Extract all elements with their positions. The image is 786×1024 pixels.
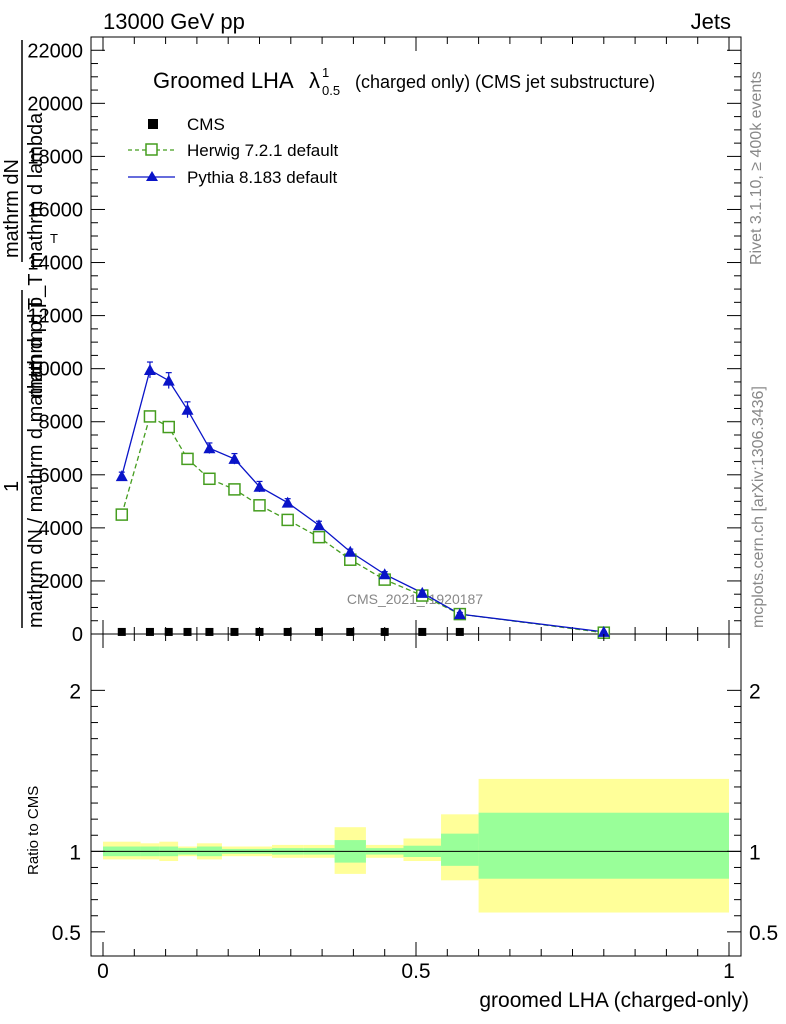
ylabel-subscript: T [50, 231, 58, 246]
energy-label: 13000 GeV pp [103, 9, 245, 34]
legend-pythia-label: Pythia 8.183 default [187, 168, 338, 187]
legend: CMS Herwig 7.2.1 default Pythia 8.183 de… [128, 115, 338, 187]
ratio-inner-band [441, 833, 479, 866]
cms-data-point [117, 627, 126, 636]
herwig-point [281, 513, 294, 527]
x-axis-label: groomed LHA (charged-only) [479, 989, 749, 1012]
main-y-tick-label: 18000 [27, 146, 83, 168]
ratio-y-tick-label: 1 [69, 841, 81, 864]
pythia-point [143, 363, 156, 375]
cms-data-point [145, 627, 154, 636]
main-y-tick-label: 0 [72, 624, 83, 646]
main-title: Groomed LHA λ 1 0.5 (charged only) (CMS … [153, 65, 655, 98]
pythia-point [115, 470, 128, 482]
ratio-y-tick-label: 0.5 [52, 922, 81, 945]
legend-herwig-marker [145, 143, 158, 156]
cms-data-point [418, 627, 427, 636]
ratio-y-tick-label-right: 0.5 [749, 922, 778, 945]
cms-data-point [183, 627, 192, 636]
mcplots-label: mcplots.cern.ch [arXiv:1306.3436] [750, 386, 767, 628]
herwig-point [162, 420, 175, 434]
main-y-tick-label: 4000 [39, 518, 84, 540]
cms-data-point [255, 627, 264, 636]
ylabel-one: 1 [1, 481, 23, 492]
ylabel-bottom: mathrm dN / mathrm d mathrm d p_T [25, 298, 47, 628]
title-lambda: λ [309, 68, 320, 93]
main-y-axis-label: mathrm dN mathrm d p_T mathrm d lambda T… [1, 40, 58, 628]
ratio-y-axis-label: Ratio to CMS [25, 786, 42, 875]
pythia-point [378, 568, 391, 580]
x-tick-label: 0 [97, 960, 109, 983]
main-y-tick-label: 6000 [39, 465, 84, 487]
category-label: Jets [691, 9, 731, 34]
title-subscript: 0.5 [322, 83, 340, 98]
main-plot-layer: 0 2000 4000 6000 8000 10000 12000 14000 16000 180… [27, 36, 741, 646]
pythia-point [344, 545, 357, 557]
pythia-point [416, 586, 429, 598]
ratio-y-tick-label: 2 [69, 680, 81, 703]
pythia-point [253, 480, 266, 492]
cms-data-point [205, 627, 214, 636]
title-text: Groomed LHA [153, 68, 294, 93]
main-y-tick-label: 8000 [39, 412, 84, 434]
cms-data-point [283, 627, 292, 636]
pythia-point [162, 374, 175, 386]
title-subtitle: (charged only) (CMS jet substructure) [355, 72, 655, 92]
herwig-point [228, 483, 241, 496]
cms-data-point [380, 627, 389, 636]
ratio-inner-band [478, 812, 729, 879]
ratio-y-tick-label-right: 2 [749, 680, 761, 703]
cms-data-point [455, 627, 464, 636]
pythia-point [597, 625, 610, 637]
main-y-tick-label: 22000 [27, 40, 83, 62]
pythia-point [228, 452, 241, 464]
pythia-point [453, 608, 466, 620]
rivet-version-label: Rivet 3.1.10, ≥ 400k events [748, 71, 765, 265]
x-tick-label: 1 [723, 960, 735, 983]
ratio-y-tick-label-right: 1 [749, 841, 761, 864]
title-superscript: 1 [322, 65, 329, 80]
main-y-tick-label: 14000 [27, 253, 83, 275]
main-y-tick-label: 2000 [39, 571, 84, 593]
ratio-plot-layer: 0.5 0.5 1 1 2 2 0 0.5 1 [52, 634, 778, 983]
legend-cms-marker [148, 119, 158, 129]
legend-cms-label: CMS [187, 115, 225, 134]
herwig-point [181, 452, 194, 466]
legend-herwig-label: Herwig 7.2.1 default [187, 141, 338, 160]
ylabel-denominator: mathrm d p_T mathrm d lambda [25, 112, 47, 398]
main-y-tick-label: 10000 [27, 359, 83, 381]
cms-data-point [346, 627, 355, 636]
cms-data-point [164, 627, 173, 636]
main-y-tick-label: 12000 [27, 306, 83, 328]
main-y-tick-label: 16000 [27, 199, 83, 221]
main-y-tick-label: 20000 [27, 93, 83, 115]
pythia-point [312, 519, 325, 531]
herwig-point [312, 530, 326, 544]
cms-data-point [314, 627, 323, 636]
x-tick-label: 0.5 [401, 960, 430, 983]
herwig-point [253, 499, 266, 512]
herwig-point [143, 410, 157, 423]
legend-pythia-marker [146, 171, 158, 181]
herwig-point [115, 508, 129, 521]
herwig-point [203, 472, 216, 486]
pythia-point [181, 403, 194, 415]
pythia-point [281, 496, 294, 508]
pythia-point [203, 442, 216, 454]
ylabel-numerator: mathrm dN [1, 159, 23, 258]
cms-data-point [230, 627, 239, 636]
analysis-watermark: CMS_2021_I1920187 [347, 591, 483, 607]
